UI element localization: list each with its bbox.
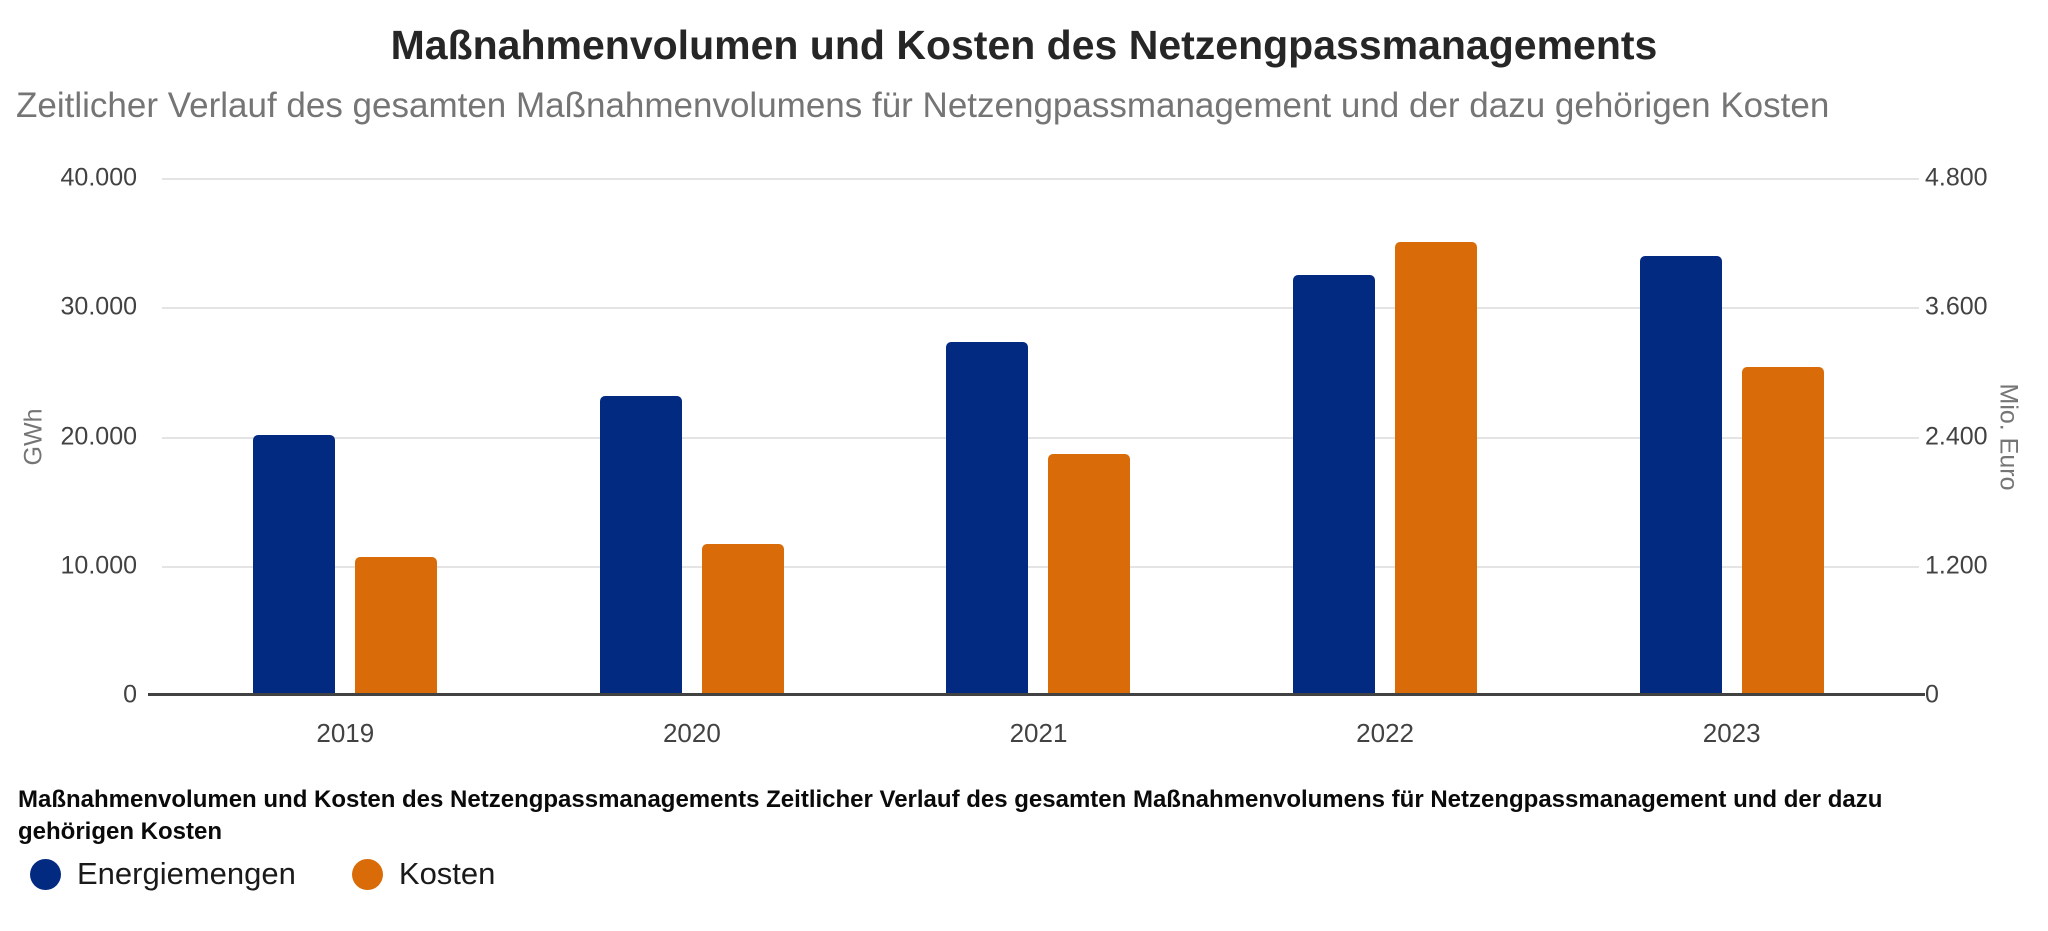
x-axis-line [148,693,1925,696]
bar-energiemengen-2023 [1639,255,1722,695]
bar-kosten-2023 [1741,366,1824,695]
x-axis-label-2020: 2020 [662,718,721,748]
gridline [162,307,1919,310]
legend-dot [30,858,61,890]
right-axis-tick-labels: 4.800 3.600 2.400 1.200 0 [1925,165,2045,707]
bar-energiemengen-2021 [946,341,1029,695]
chart-title: Maßnahmenvolumen und Kosten des Netzengp… [390,22,1658,68]
plot-area [148,178,1925,696]
gridline [162,565,1919,568]
tick-label: 3.600 [1925,292,1988,321]
bar-kosten-2020 [701,544,784,695]
tick-label: 1.200 [1925,551,1988,580]
tick-label: 0 [123,680,137,709]
bar-group-2021 [865,178,1212,695]
chart-caption: Maßnahmenvolumen und Kosten des Netzengp… [18,786,1883,845]
bar-energiemengen-2020 [599,396,682,695]
x-axis-labels: 2019 2020 2021 2022 2023 [172,718,1905,758]
bar-kosten-2019 [355,557,438,695]
left-axis-tick-labels: 40.000 30.000 20.000 10.000 0 [0,165,137,707]
tick-label: 40.000 [60,163,137,192]
x-axis-label-2019: 2019 [316,718,375,748]
bar-group-2020 [519,178,866,695]
bar-group-2019 [172,178,519,695]
bar-energiemengen-2022 [1293,274,1376,695]
bar-kosten-2022 [1395,241,1478,695]
legend-item-kosten[interactable]: Kosten [351,856,496,892]
tick-label: 10.000 [60,551,137,580]
x-axis-label-2021: 2021 [1009,718,1068,748]
tick-label: 0 [1925,680,1939,709]
gridline [162,178,1919,180]
tick-label: 2.400 [1925,422,1988,450]
legend-item-energiemengen[interactable]: Energiemengen [30,856,296,892]
gridline [162,436,1919,439]
bar-energiemengen-2019 [253,435,336,695]
legend: Energiemengen Kosten [30,856,495,892]
tick-label: 4.800 [1925,163,1988,192]
tick-label: 20.000 [60,422,137,450]
legend-label: Energiemengen [77,856,296,891]
x-axis-label-2023: 2023 [1702,718,1761,748]
chart-subtitle: Zeitlicher Verlauf des gesamten Maßnahme… [16,86,1830,125]
tick-label: 30.000 [60,292,137,321]
bar-group-2022 [1212,178,1559,695]
bar-group-2023 [1558,178,1905,695]
x-axis-label-2022: 2022 [1356,718,1415,748]
bar-kosten-2021 [1048,453,1131,695]
legend-label: Kosten [398,856,496,891]
legend-dot [351,858,383,890]
